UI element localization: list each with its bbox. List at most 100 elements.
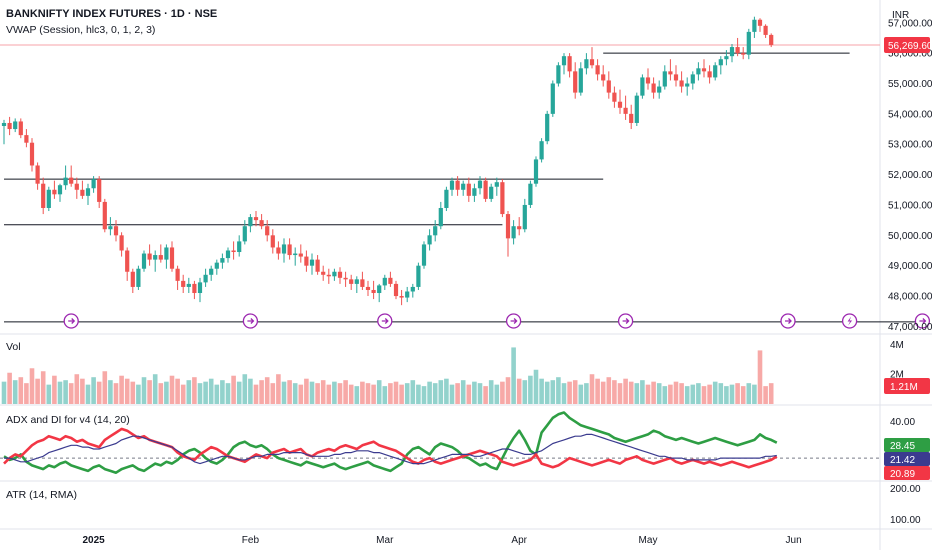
volume-bar: [556, 377, 561, 404]
candle: [119, 232, 124, 257]
volume-bar: [231, 375, 236, 404]
candle-body: [679, 80, 684, 87]
candle-body: [147, 253, 152, 260]
event-arrow-icon[interactable]: [914, 313, 931, 329]
dividend-bolt-icon[interactable]: [841, 313, 858, 329]
candle: [265, 220, 270, 242]
adx-panel[interactable]: ADX and DI for v4 (14, 20) 40.00 28.45 21.…: [0, 411, 930, 481]
candle: [746, 28, 751, 60]
event-arrow-icon[interactable]: [617, 313, 634, 329]
candle-body: [108, 226, 113, 230]
candle-body: [612, 92, 617, 102]
volume-bar: [768, 383, 774, 404]
volume-bar: [130, 381, 136, 404]
candle: [421, 241, 427, 269]
volume-bar: [404, 383, 410, 404]
candle-body: [634, 95, 639, 123]
candle-body: [517, 226, 522, 230]
volume-bar: [544, 381, 550, 404]
candle-body: [617, 101, 623, 108]
volume-bar: [40, 371, 46, 404]
volume-bar: [259, 380, 264, 404]
candle: [97, 176, 102, 208]
price-tick-label: 48,000.00: [888, 292, 932, 303]
volume-bar: [175, 378, 180, 404]
price-axis[interactable]: INR 57,000.00 56,000.00 55,000.00 54,000.00…: [884, 10, 932, 333]
candle: [533, 156, 539, 187]
candle-body: [332, 271, 337, 277]
candle: [511, 220, 516, 245]
candle: [561, 53, 567, 75]
volume-bar: [668, 384, 673, 404]
volume-bar: [628, 381, 634, 404]
candle-body: [741, 53, 746, 55]
price-panel[interactable]: BANKNIFTY INDEX FUTURES · 1D · NSE VWAP …: [1, 8, 931, 329]
volume-bar: [80, 378, 85, 404]
candle-body: [192, 283, 197, 294]
volume-bar: [102, 371, 108, 404]
event-arrow-icon[interactable]: [242, 313, 259, 329]
candle: [259, 214, 264, 230]
volume-bar: [724, 386, 729, 404]
candle-body: [382, 277, 387, 286]
bolt-glyph: [847, 316, 853, 326]
symbol-title: BANKNIFTY INDEX FUTURES · 1D · NSE: [6, 8, 217, 20]
volume-bar: [35, 378, 40, 404]
candle: [360, 271, 365, 290]
volume-bar: [740, 386, 746, 404]
candle: [80, 180, 85, 199]
candle-body: [433, 226, 438, 236]
candle-body: [455, 180, 460, 190]
candle-body: [141, 253, 147, 269]
event-arrow-icon[interactable]: [377, 313, 393, 329]
candle-body: [125, 250, 130, 272]
volume-bar: [472, 381, 477, 404]
volume-bar: [595, 378, 600, 404]
time-axis[interactable]: 2025FebMarAprMayJunJul: [82, 535, 932, 546]
volume-bar: [12, 380, 18, 404]
volume-bar: [91, 377, 96, 404]
volume-bar: [360, 381, 365, 404]
candle: [724, 50, 729, 66]
candle-body: [416, 265, 421, 287]
volume-bar: [169, 375, 175, 404]
atr-panel[interactable]: ATR (14, RMA) 200.00 100.00: [6, 484, 921, 526]
candle-body: [657, 86, 662, 93]
candle: [578, 62, 583, 96]
candle: [147, 244, 152, 266]
candle: [477, 176, 483, 195]
candle-body: [214, 262, 219, 269]
arrow-glyph: [247, 318, 255, 324]
candle: [354, 276, 359, 294]
adx-value-label: 20.89: [890, 469, 915, 480]
candle: [539, 138, 544, 163]
candle: [220, 253, 225, 269]
volume-bar: [634, 383, 640, 404]
candle-body: [287, 244, 292, 256]
volume-bar: [617, 383, 623, 404]
volume-bar: [343, 380, 348, 404]
candle: [444, 186, 449, 212]
event-markers: [63, 313, 931, 329]
event-arrow-icon[interactable]: [505, 313, 522, 329]
candle-body: [1, 122, 7, 127]
adx-title: ADX and DI for v4 (14, 20): [6, 414, 130, 426]
candle-body: [584, 59, 589, 69]
event-arrow-icon[interactable]: [780, 313, 796, 329]
candle: [701, 59, 707, 78]
candle: [612, 86, 617, 108]
volume-panel[interactable]: Vol 4M 2M1.21M: [1, 340, 930, 404]
volume-bar: [192, 377, 197, 404]
candle-body: [763, 25, 768, 35]
currency-label: INR: [892, 10, 909, 21]
volume-bar: [253, 384, 259, 404]
volume-bar: [365, 383, 371, 404]
event-arrow-icon[interactable]: [63, 313, 79, 329]
candle: [225, 247, 231, 263]
candle-body: [18, 121, 23, 136]
candle-body: [673, 74, 679, 81]
candle-body: [533, 159, 539, 184]
candle: [382, 274, 387, 290]
candle: [634, 92, 639, 127]
